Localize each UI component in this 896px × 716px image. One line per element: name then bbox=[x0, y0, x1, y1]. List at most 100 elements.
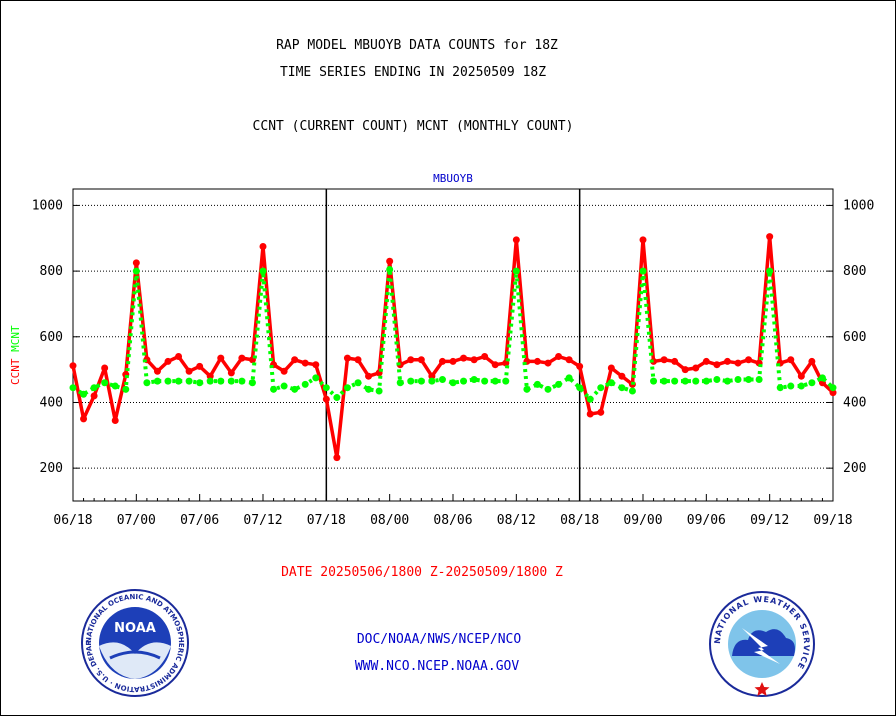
data-point-mcnt bbox=[322, 384, 330, 392]
data-point-mcnt bbox=[185, 377, 193, 385]
x-tick-label: 09/06 bbox=[687, 513, 726, 528]
y-tick-label-right: 400 bbox=[843, 395, 866, 410]
data-point-ccnt bbox=[449, 357, 457, 365]
y-axis-label: CCNT MCNT bbox=[9, 325, 22, 385]
y-tick-label-right: 1000 bbox=[843, 198, 874, 213]
x-tick-label: 09/18 bbox=[813, 513, 852, 528]
data-point-mcnt bbox=[660, 377, 668, 385]
data-point-ccnt bbox=[175, 352, 183, 360]
data-point-ccnt bbox=[702, 357, 710, 365]
data-point-mcnt bbox=[533, 380, 541, 388]
data-point-ccnt bbox=[766, 233, 774, 241]
data-point-ccnt bbox=[787, 356, 795, 364]
data-point-mcnt bbox=[597, 384, 605, 392]
data-point-mcnt bbox=[386, 265, 394, 273]
data-point-ccnt bbox=[797, 372, 805, 380]
data-point-mcnt bbox=[639, 267, 647, 275]
org-line: DOC/NOAA/NWS/NCEP/NCO bbox=[356, 632, 522, 647]
x-tick-label: 07/18 bbox=[307, 513, 346, 528]
data-point-mcnt bbox=[734, 375, 742, 383]
data-point-ccnt bbox=[470, 356, 478, 364]
data-point-mcnt bbox=[407, 377, 415, 385]
data-point-ccnt bbox=[533, 357, 541, 365]
header-line-2: TIME SERIES ENDING IN 20250509 18Z bbox=[279, 65, 547, 80]
x-tick-label: 08/12 bbox=[497, 513, 536, 528]
data-point-mcnt bbox=[301, 380, 309, 388]
x-tick-label: 09/00 bbox=[623, 513, 662, 528]
data-point-mcnt bbox=[618, 384, 626, 392]
data-point-mcnt bbox=[375, 387, 383, 395]
data-point-ccnt bbox=[808, 357, 816, 365]
x-tick-label: 08/00 bbox=[370, 513, 409, 528]
data-point-ccnt bbox=[417, 356, 425, 364]
data-point-ccnt bbox=[460, 354, 468, 362]
data-point-ccnt bbox=[407, 356, 415, 364]
y-tick-label-left: 400 bbox=[40, 395, 63, 410]
data-point-ccnt bbox=[639, 236, 647, 244]
x-tick-label: 07/06 bbox=[180, 513, 219, 528]
data-point-mcnt bbox=[481, 377, 489, 385]
data-point-mcnt bbox=[818, 374, 826, 382]
data-point-mcnt bbox=[428, 377, 436, 385]
y-tick-label-right: 800 bbox=[843, 264, 866, 279]
data-point-mcnt bbox=[449, 379, 457, 387]
data-point-mcnt bbox=[343, 384, 351, 392]
date-range-label: DATE 20250506/1800 Z-20250509/1800 Z bbox=[281, 565, 563, 580]
data-point-ccnt bbox=[544, 359, 552, 367]
data-point-ccnt bbox=[280, 367, 288, 375]
data-point-mcnt bbox=[132, 267, 140, 275]
nws-logo: NATIONAL WEATHER SERVICE bbox=[709, 591, 815, 697]
data-point-ccnt bbox=[386, 257, 394, 265]
data-point-mcnt bbox=[80, 390, 88, 398]
data-point-ccnt bbox=[164, 357, 172, 365]
data-point-mcnt bbox=[502, 377, 510, 385]
data-point-mcnt bbox=[692, 377, 700, 385]
data-point-mcnt bbox=[555, 380, 563, 388]
data-point-mcnt bbox=[723, 377, 731, 385]
data-point-ccnt bbox=[829, 389, 837, 397]
data-point-ccnt bbox=[565, 356, 573, 364]
data-point-mcnt bbox=[512, 267, 520, 275]
data-point-ccnt bbox=[217, 354, 225, 362]
data-point-ccnt bbox=[132, 259, 140, 267]
data-point-mcnt bbox=[787, 382, 795, 390]
data-point-ccnt bbox=[238, 354, 246, 362]
data-point-ccnt bbox=[196, 362, 204, 370]
data-point-mcnt bbox=[227, 377, 235, 385]
data-point-mcnt bbox=[470, 375, 478, 383]
data-point-mcnt bbox=[122, 385, 130, 393]
data-point-mcnt bbox=[607, 379, 615, 387]
data-point-ccnt bbox=[227, 369, 235, 377]
data-point-ccnt bbox=[354, 356, 362, 364]
series-line-ccnt bbox=[71, 234, 835, 460]
data-point-ccnt bbox=[80, 415, 88, 423]
data-point-mcnt bbox=[671, 377, 679, 385]
data-point-ccnt bbox=[101, 364, 109, 372]
website-link[interactable]: WWW.NCO.NCEP.NOAA.GOV bbox=[354, 659, 520, 674]
data-point-mcnt bbox=[312, 374, 320, 382]
data-point-ccnt bbox=[428, 372, 436, 380]
chart-title: MBUOYB bbox=[433, 172, 473, 185]
data-point-mcnt bbox=[206, 377, 214, 385]
data-point-mcnt bbox=[354, 379, 362, 387]
data-point-ccnt bbox=[365, 372, 373, 380]
data-point-mcnt bbox=[544, 385, 552, 393]
x-tick-label: 09/12 bbox=[750, 513, 789, 528]
data-point-mcnt bbox=[829, 384, 837, 392]
data-point-mcnt bbox=[797, 382, 805, 390]
data-point-mcnt bbox=[681, 377, 689, 385]
y-axis-label-ccnt: CCNT bbox=[9, 358, 22, 385]
data-point-ccnt bbox=[576, 362, 584, 370]
data-point-ccnt bbox=[111, 417, 119, 425]
data-point-mcnt bbox=[143, 379, 151, 387]
x-tick-label: 08/18 bbox=[560, 513, 599, 528]
data-point-mcnt bbox=[396, 379, 404, 387]
data-point-mcnt bbox=[291, 385, 299, 393]
data-point-ccnt bbox=[692, 364, 700, 372]
data-point-mcnt bbox=[628, 387, 636, 395]
data-point-ccnt bbox=[745, 356, 753, 364]
data-point-mcnt bbox=[713, 375, 721, 383]
data-point-ccnt bbox=[343, 354, 351, 362]
data-point-mcnt bbox=[460, 377, 468, 385]
svg-text:NOAA: NOAA bbox=[114, 621, 156, 636]
